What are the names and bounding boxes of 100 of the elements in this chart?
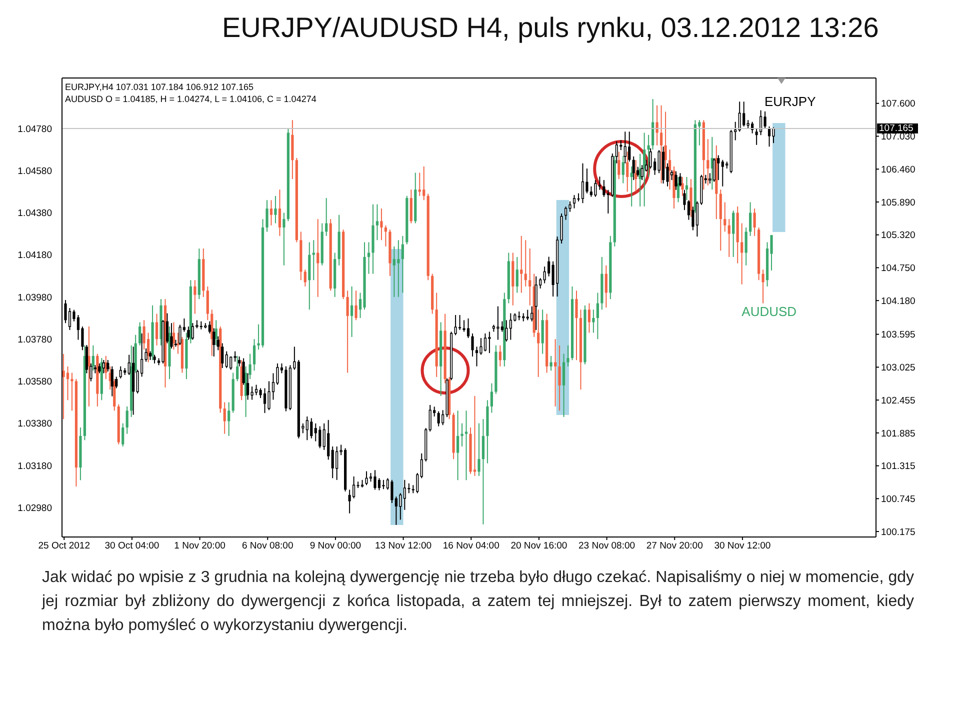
candlestick	[749, 202, 752, 236]
candlestick	[690, 178, 692, 218]
candlestick	[458, 314, 462, 330]
x-tick-label: 16 Nov 04:00	[442, 540, 500, 552]
candlestick	[520, 235, 523, 294]
candlestick	[246, 372, 250, 400]
candlestick	[685, 176, 688, 201]
candlestick	[350, 286, 354, 338]
x-tick-label: 13 Nov 12:00	[375, 540, 432, 552]
candlestick	[602, 180, 606, 198]
x-tick-label: 30 Nov 12:00	[714, 540, 771, 552]
candlestick	[144, 348, 148, 362]
y-tick-label: 1.04380	[18, 208, 52, 220]
candlestick	[759, 110, 762, 136]
candlestick	[652, 98, 654, 150]
candlestick	[325, 198, 328, 236]
candlestick	[208, 320, 211, 334]
candlestick	[516, 256, 518, 294]
candlestick	[62, 353, 65, 420]
candlestick	[384, 224, 388, 247]
candlestick	[354, 290, 358, 321]
candlestick	[708, 172, 712, 184]
candlestick	[588, 302, 591, 334]
y2-tick-label: 107.030	[881, 132, 916, 143]
candlestick	[252, 338, 256, 372]
candlestick	[681, 176, 684, 196]
candlestick	[178, 324, 182, 346]
candlestick	[630, 166, 633, 207]
candlestick	[392, 246, 396, 298]
candlestick	[772, 126, 775, 144]
y-tick-label: 1.02980	[18, 502, 52, 514]
y2-tick-label: 101.885	[881, 428, 916, 440]
candlestick	[480, 338, 482, 356]
candlestick	[238, 356, 241, 367]
candlestick	[537, 309, 540, 378]
candlestick	[191, 322, 194, 340]
candlestick	[170, 322, 173, 349]
candlestick	[316, 218, 320, 298]
candlestick	[98, 362, 101, 374]
candlestick	[541, 309, 544, 354]
candlestick	[225, 350, 228, 369]
candlestick	[712, 158, 716, 182]
candlestick	[554, 338, 557, 407]
candlestick	[194, 280, 196, 314]
candlestick	[724, 202, 726, 232]
candlestick	[460, 422, 464, 447]
candlestick	[509, 312, 512, 340]
candlestick	[566, 344, 570, 367]
candlestick	[706, 138, 710, 186]
candlestick	[106, 359, 110, 372]
candlestick	[331, 446, 334, 479]
y2-tick-label: 100.745	[881, 494, 916, 506]
candlestick	[138, 322, 142, 346]
candlestick	[263, 388, 266, 414]
candlestick	[496, 306, 500, 340]
candlestick	[490, 382, 493, 414]
candlestick	[488, 331, 491, 354]
candlestick	[378, 478, 381, 491]
candlestick	[464, 410, 468, 481]
candlestick	[416, 472, 419, 494]
x-tick-label: 9 Nov 00:00	[310, 540, 362, 552]
y-tick-label: 1.04180	[18, 250, 52, 262]
y2-tick-label: 103.595	[881, 330, 916, 341]
x-tick-label: 20 Nov 16:00	[510, 540, 568, 552]
candlestick	[717, 154, 720, 181]
candlestick	[102, 359, 105, 374]
candlestick	[728, 218, 730, 258]
candlestick	[390, 479, 394, 504]
candlestick	[558, 344, 561, 412]
candlestick	[270, 200, 273, 226]
candlestick	[228, 402, 230, 436]
x-tick-label: 6 Nov 08:00	[242, 540, 294, 552]
candlestick	[437, 410, 440, 427]
candlestick	[403, 479, 406, 510]
candlestick	[278, 189, 282, 236]
candlestick	[624, 131, 626, 164]
x-tick-label: 1 Nov 20:00	[174, 540, 226, 552]
x-tick-label: 30 Oct 04:00	[104, 540, 160, 552]
candlestick	[274, 195, 277, 224]
candlestick	[471, 332, 474, 358]
candlestick	[562, 353, 566, 418]
x-tick-label: 23 Nov 08:00	[578, 540, 636, 552]
candlestick	[230, 356, 232, 370]
candlestick	[622, 155, 624, 184]
candlestick	[187, 326, 190, 340]
annotation: AUDUSD O = 1.04185, H = 1.04274, L = 1.04106, C = 1.04274	[65, 94, 316, 105]
candlestick	[374, 470, 376, 490]
candlestick	[380, 208, 383, 241]
y-tick-label: 1.03580	[18, 376, 52, 388]
candlestick	[590, 186, 593, 198]
candlestick	[376, 204, 379, 241]
candlestick	[282, 212, 286, 266]
candlestick	[528, 248, 532, 306]
y2-tick-label: 104.180	[881, 296, 916, 307]
candlestick	[721, 159, 724, 187]
y-tick-label: 1.03180	[18, 460, 52, 472]
candlestick	[367, 242, 370, 274]
candlestick	[365, 470, 368, 486]
candlestick	[649, 148, 652, 170]
candlestick	[401, 235, 404, 294]
